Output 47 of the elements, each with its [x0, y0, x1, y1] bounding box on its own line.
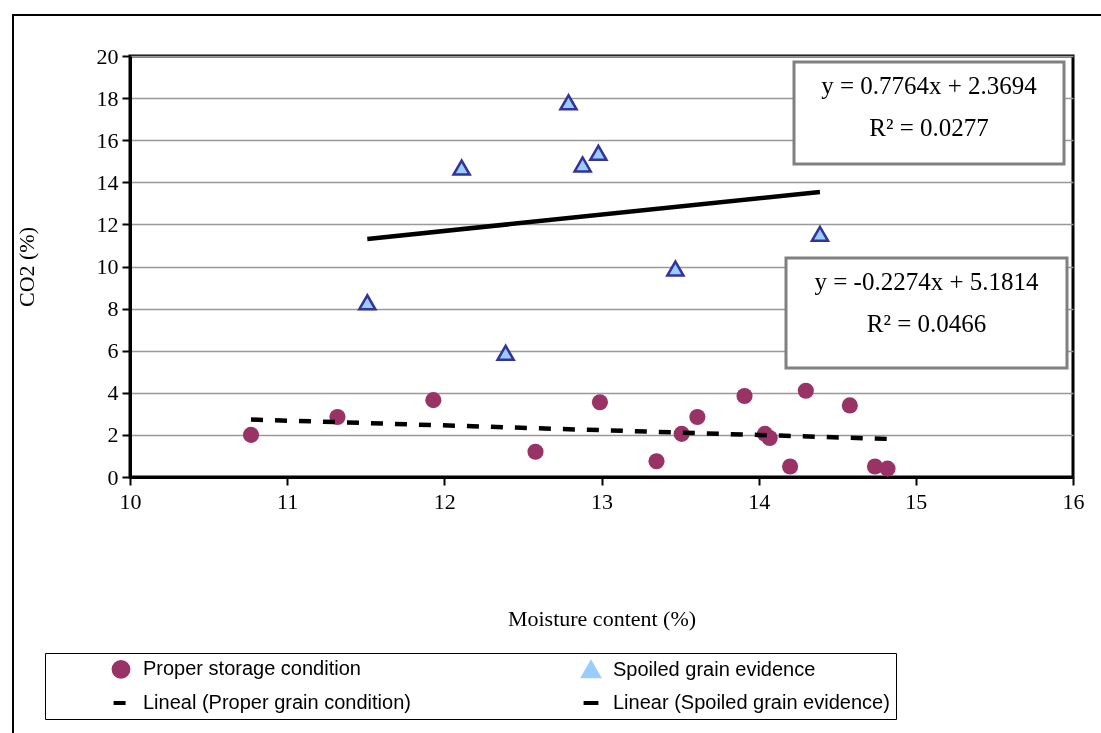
x-tick-label: 12: [433, 488, 456, 514]
y-tick-label: 14: [96, 169, 119, 195]
point: [496, 344, 515, 362]
point: [689, 408, 706, 426]
annotation: y = 0.7764x + 2.3694: [821, 72, 1038, 99]
legend-label: Linear (Spoiled grain evidence): [613, 691, 890, 713]
y-tick-label: 2: [107, 422, 119, 448]
point: [527, 443, 544, 460]
point: [452, 159, 471, 176]
point: [591, 394, 608, 411]
x-tick-label: 16: [1062, 488, 1085, 514]
point: [797, 382, 814, 399]
y-tick-label: 20: [96, 43, 119, 69]
point: [782, 458, 799, 475]
point: [242, 426, 260, 443]
point: [810, 225, 830, 243]
point: [736, 387, 753, 404]
legend-label: Spoiled grain evidence: [613, 657, 816, 680]
y-tick-label: 16: [96, 127, 119, 153]
point: [358, 294, 377, 311]
point: [329, 408, 346, 426]
annotation: y = -0.2274x + 5.1814: [814, 268, 1040, 295]
x-tick-label: 13: [591, 488, 613, 514]
legend-label: Lineal (Proper grain condition): [143, 691, 411, 713]
y-tick-label: 0: [107, 464, 119, 490]
y-tick-label: 6: [107, 338, 119, 364]
point: [589, 144, 608, 162]
point: [425, 392, 442, 409]
y-tick-label: 4: [107, 380, 119, 406]
y-tick-label: 10: [96, 254, 119, 279]
point: [879, 460, 896, 477]
y-axis-title: CO2 (%): [13, 226, 39, 308]
point: [648, 453, 665, 470]
point: [666, 260, 685, 277]
y-tick-label: 8: [107, 296, 119, 322]
point: [573, 156, 592, 173]
x-tick-label: 15: [905, 488, 928, 514]
x-tick-label: 11: [277, 488, 299, 514]
y-tick-label: 12: [96, 211, 119, 237]
annotation: R² = 0.0277: [869, 114, 989, 141]
y-tick-label: 18: [96, 85, 119, 111]
x-axis-title: Moisture content (%): [507, 605, 697, 631]
annotation: R² = 0.0466: [866, 310, 987, 337]
point: [559, 94, 578, 111]
point: [841, 397, 858, 414]
legend-label: Proper storage condition: [143, 657, 361, 680]
x-tick-label: 14: [748, 488, 771, 514]
